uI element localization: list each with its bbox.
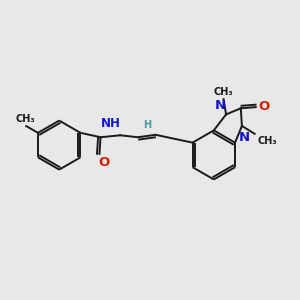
Text: N: N bbox=[238, 131, 249, 144]
Text: CH₃: CH₃ bbox=[214, 87, 233, 97]
Text: CH₃: CH₃ bbox=[257, 136, 277, 146]
Text: O: O bbox=[258, 100, 269, 113]
Text: O: O bbox=[98, 156, 110, 169]
Text: H: H bbox=[143, 120, 151, 130]
Text: CH₃: CH₃ bbox=[15, 114, 35, 124]
Text: N: N bbox=[215, 99, 226, 112]
Text: NH: NH bbox=[100, 117, 120, 130]
